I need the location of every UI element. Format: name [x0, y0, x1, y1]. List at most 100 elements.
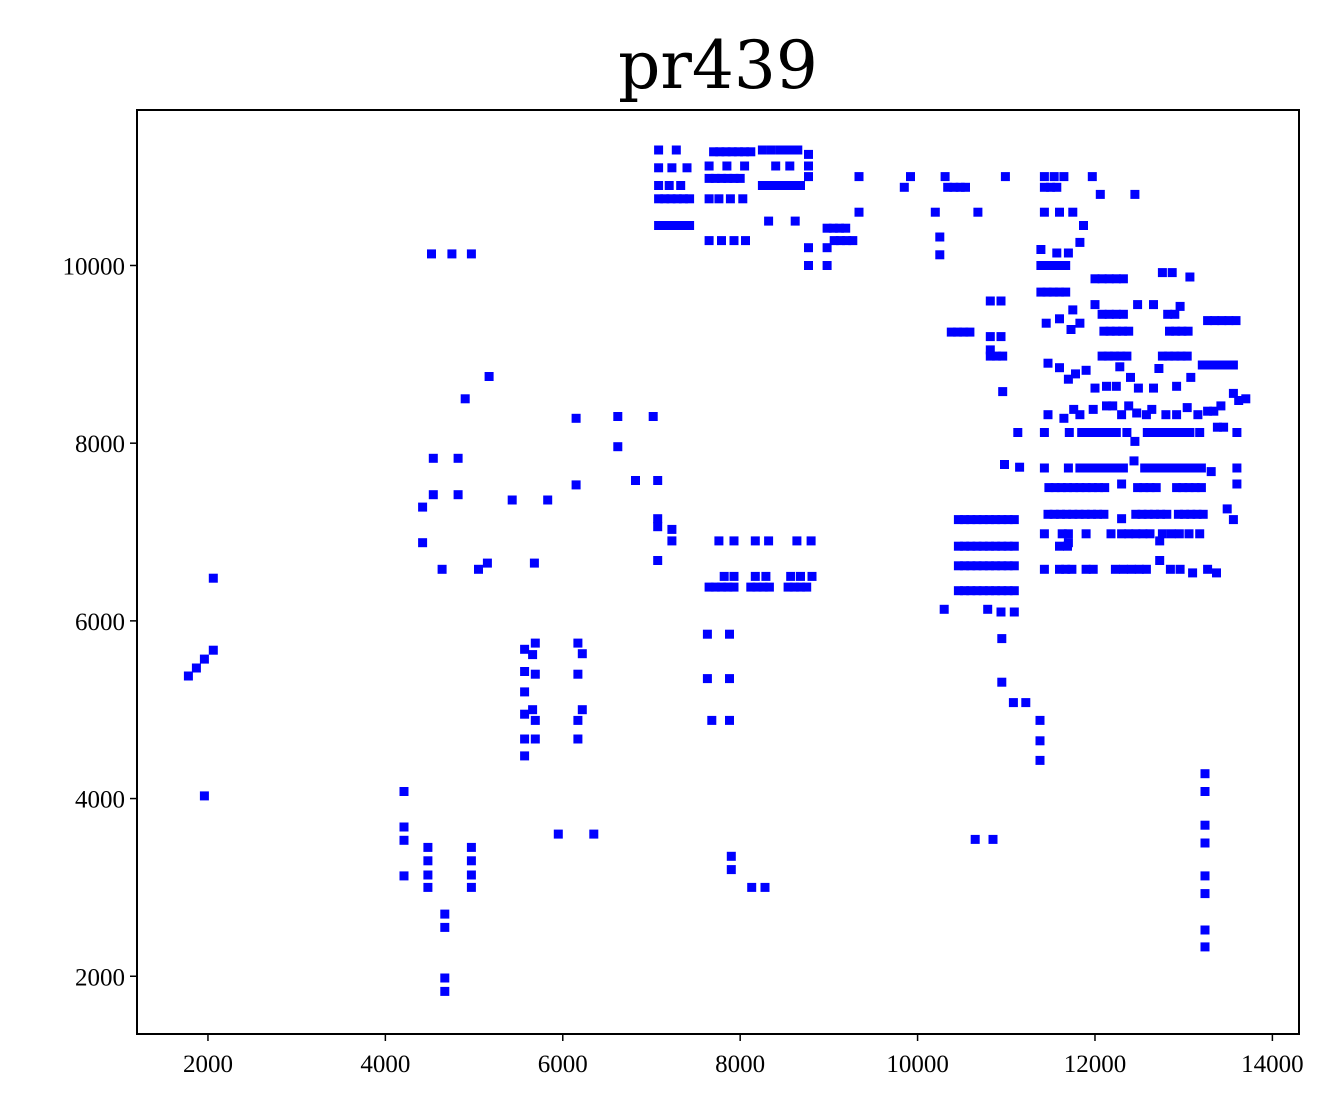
data-point [1219, 422, 1229, 432]
data-point [1097, 274, 1107, 284]
data-point [1039, 207, 1049, 217]
data-point [520, 734, 530, 744]
data-point [735, 173, 745, 183]
data-point [984, 541, 994, 551]
data-point [1154, 364, 1164, 373]
data-point [1111, 309, 1121, 319]
data-point [758, 582, 768, 592]
data-point [1104, 309, 1114, 319]
data-point [709, 147, 719, 157]
data-point [1133, 383, 1143, 393]
data-point [1059, 413, 1069, 423]
data-point [776, 181, 786, 190]
data-point [991, 586, 1001, 596]
data-point [702, 629, 712, 639]
data-point [1039, 529, 1049, 539]
data-point [726, 851, 736, 861]
x-axis: 2000 4000 6000 8000 10000 12000 14000 [183, 1034, 1304, 1078]
data-point [1087, 172, 1097, 182]
data-point [1021, 698, 1031, 708]
data-point [440, 922, 450, 932]
data-point [654, 221, 664, 230]
data-point [953, 541, 963, 551]
data-point [1104, 274, 1114, 284]
data-point [997, 677, 1007, 687]
data-point [1151, 483, 1161, 493]
data-point [1175, 564, 1185, 574]
data-point [672, 194, 682, 204]
data-point [1188, 568, 1198, 578]
data-point [1035, 715, 1045, 725]
data-point [796, 571, 805, 581]
data-point [1057, 529, 1067, 539]
data-point [1039, 463, 1049, 473]
data-point [678, 221, 688, 230]
data-point [984, 561, 994, 571]
data-point [930, 207, 940, 217]
data-point [835, 236, 845, 246]
data-point [1095, 189, 1105, 199]
data-point [1068, 207, 1078, 217]
data-point [1228, 388, 1238, 398]
data-point [1164, 428, 1174, 437]
data-point [1177, 326, 1187, 336]
data-point [822, 223, 832, 233]
data-point [530, 734, 540, 744]
data-point [1134, 564, 1144, 574]
data-point [685, 194, 695, 204]
data-point [829, 236, 839, 246]
y-tick-label: 10000 [63, 253, 126, 280]
data-point [1086, 509, 1096, 519]
data-point [1042, 287, 1052, 297]
data-point [440, 909, 450, 919]
data-point [1178, 483, 1188, 493]
data-point [764, 536, 774, 546]
data-point [1141, 410, 1151, 420]
data-point [722, 161, 732, 171]
data-point [1161, 410, 1171, 420]
data-point [1137, 509, 1147, 519]
data-point [1228, 360, 1238, 370]
data-point [1200, 787, 1210, 796]
data-point [1212, 422, 1222, 432]
data-point [1103, 351, 1113, 361]
data-point [1118, 274, 1128, 284]
data-point [1195, 428, 1205, 437]
data-point [715, 147, 725, 157]
data-point [428, 490, 438, 500]
data-point [1149, 300, 1158, 310]
data-point [970, 834, 980, 844]
data-point [796, 181, 805, 190]
data-point [729, 582, 739, 592]
data-point [1111, 326, 1121, 336]
data-point [1043, 410, 1053, 420]
data-point [1103, 463, 1113, 473]
data-point [978, 561, 988, 571]
data-point [1168, 463, 1178, 473]
data-point [750, 536, 760, 546]
data-point [573, 734, 583, 744]
data-point [672, 221, 682, 230]
data-point [676, 181, 686, 190]
data-point [1055, 564, 1064, 574]
data-point [1172, 483, 1182, 493]
data-point [1184, 483, 1194, 493]
data-point [183, 671, 193, 681]
data-point [725, 715, 734, 725]
x-tick-label: 2000 [183, 1051, 233, 1078]
data-point [660, 221, 670, 230]
data-point [520, 751, 530, 761]
data-point [1180, 509, 1190, 519]
data-point [427, 249, 436, 259]
data-point [1043, 509, 1053, 519]
data-point [996, 332, 1006, 342]
data-point [543, 495, 553, 505]
data-point [719, 571, 729, 581]
data-point [841, 223, 851, 233]
data-point [573, 669, 583, 679]
data-point [1117, 514, 1127, 524]
chart-title: pr439 [618, 27, 818, 104]
data-point [613, 442, 623, 452]
data-point [437, 564, 447, 574]
data-point [978, 586, 988, 596]
